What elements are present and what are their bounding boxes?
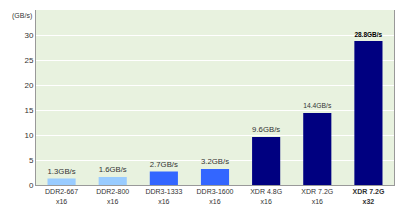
svg-text:25: 25 bbox=[24, 56, 33, 65]
svg-text:9.6GB/s: 9.6GB/s bbox=[252, 125, 280, 134]
svg-text:DDR3-1600x16: DDR3-1600x16 bbox=[197, 188, 234, 204]
svg-text:14.4GB/s: 14.4GB/s bbox=[303, 102, 332, 109]
svg-text:DDR2-667x16: DDR2-667x16 bbox=[45, 188, 78, 204]
svg-text:5: 5 bbox=[29, 156, 34, 165]
svg-text:DDR3-1333x16: DDR3-1333x16 bbox=[145, 188, 182, 204]
svg-text:1.3GB/s: 1.3GB/s bbox=[48, 167, 76, 176]
svg-text:XDR 7.2Gx32: XDR 7.2Gx32 bbox=[352, 188, 384, 204]
svg-text:15: 15 bbox=[24, 106, 33, 115]
svg-text:0: 0 bbox=[29, 181, 34, 190]
svg-text:DDR2-800x16: DDR2-800x16 bbox=[96, 188, 129, 204]
svg-text:10: 10 bbox=[24, 131, 33, 140]
svg-text:2.7GB/s: 2.7GB/s bbox=[150, 160, 178, 169]
svg-text:1.6GB/s: 1.6GB/s bbox=[99, 165, 127, 174]
svg-text:XDR 4.8Gx16: XDR 4.8Gx16 bbox=[250, 188, 282, 204]
svg-text:20: 20 bbox=[24, 81, 33, 90]
svg-text:3.2GB/s: 3.2GB/s bbox=[201, 157, 229, 166]
svg-text:30: 30 bbox=[24, 31, 33, 40]
svg-text:XDR 7.2Gx16: XDR 7.2Gx16 bbox=[301, 188, 333, 204]
svg-text:(GB/s): (GB/s) bbox=[12, 12, 32, 20]
svg-text:28.8GB/s: 28.8GB/s bbox=[354, 31, 382, 38]
